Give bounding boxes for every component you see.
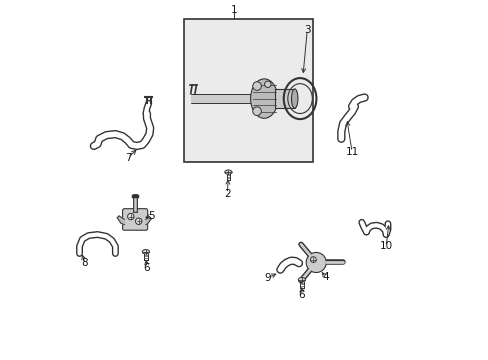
Text: 6: 6 — [298, 291, 305, 301]
Bar — [274, 89, 294, 108]
Polygon shape — [145, 217, 151, 225]
Text: 4: 4 — [322, 272, 328, 282]
Ellipse shape — [224, 170, 231, 174]
Text: 6: 6 — [143, 263, 150, 273]
Circle shape — [252, 82, 261, 90]
Text: 11: 11 — [345, 147, 358, 157]
Circle shape — [305, 252, 325, 273]
Text: 3: 3 — [304, 25, 310, 35]
Circle shape — [135, 218, 142, 225]
Polygon shape — [190, 94, 258, 103]
Ellipse shape — [250, 79, 277, 118]
Ellipse shape — [298, 278, 305, 282]
Text: 7: 7 — [124, 153, 131, 163]
Text: 2: 2 — [224, 189, 230, 199]
Text: 8: 8 — [81, 258, 88, 268]
Text: 1: 1 — [230, 5, 237, 15]
Circle shape — [264, 81, 270, 87]
Text: 5: 5 — [148, 211, 154, 221]
Circle shape — [127, 213, 134, 220]
Ellipse shape — [291, 89, 297, 108]
Ellipse shape — [142, 249, 149, 254]
Bar — [183, 19, 312, 162]
Text: 10: 10 — [379, 241, 392, 251]
Polygon shape — [117, 216, 124, 225]
Circle shape — [310, 257, 316, 262]
Circle shape — [252, 107, 261, 116]
Text: 9: 9 — [264, 273, 271, 283]
FancyBboxPatch shape — [122, 209, 147, 230]
